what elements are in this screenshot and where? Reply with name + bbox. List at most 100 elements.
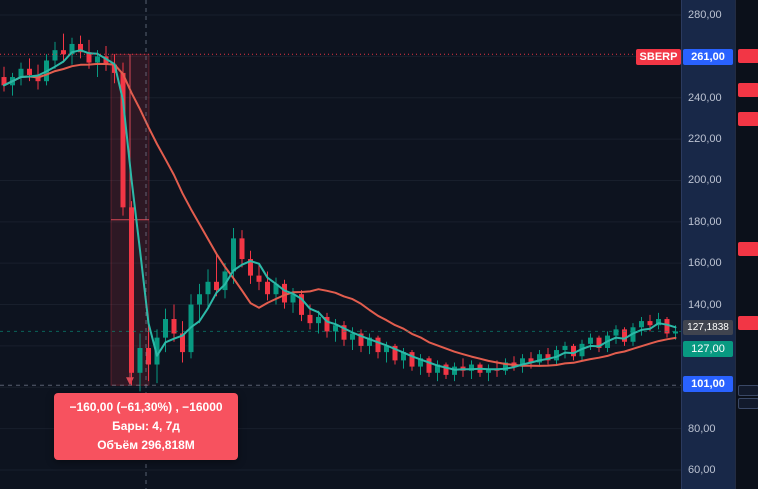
candle-body [95,56,100,63]
ma_slow-line [3,62,677,367]
candle-body [452,366,457,375]
candle-body [290,294,296,303]
candle-body [333,325,338,332]
candle-body [418,358,423,367]
price-axis-label: 140,00 [688,298,722,311]
crosshair-price-badge: 101,00 [683,376,733,392]
candle-body [367,337,372,346]
alert-outline-tag[interactable] [738,385,758,396]
candle-body [392,345,398,361]
candle-body [435,364,440,373]
candle-body [299,294,304,315]
alert-outline-tag[interactable] [738,398,758,409]
alerts-strip [735,0,758,489]
candle-body [316,316,321,324]
candle-body [503,362,508,371]
candle-body [1,77,7,86]
price-axis-label: 180,00 [688,215,722,228]
candle-body [239,238,245,260]
candle-body [197,294,202,305]
candle-body [86,52,92,63]
candle-body [248,259,253,276]
symbol-price-badge: 261,00 [683,49,733,65]
candle-body [426,358,432,373]
candle-body [103,56,109,65]
candle-body [61,50,66,55]
measure-tooltip[interactable]: −160,00 (−61,30%) , −16000 Бары: 4, 7д О… [54,393,238,460]
alert-price-tag[interactable] [738,316,758,330]
candle-body [214,281,219,291]
candle-body [656,319,661,326]
candle-body [341,325,347,340]
candle-body [222,271,228,291]
alert-price-tag[interactable] [738,112,758,126]
candle-body [562,345,568,351]
last-price-badge: 127,00 [683,341,733,357]
candle-body [469,364,474,371]
candle-body [622,329,627,342]
alert-price-tag[interactable] [738,83,758,97]
candle-body [588,337,593,344]
price-axis-label: 60,00 [688,464,716,476]
alert-price-tag[interactable] [738,49,758,63]
candle-body [307,314,313,324]
symbol-badge: SBERP [636,49,681,65]
candle-body [256,275,262,282]
candle-body [384,345,389,353]
candle-body [571,345,576,357]
candle-body [554,350,559,361]
candle-body [18,68,24,78]
candle-body [129,207,134,373]
candle-body [350,333,355,340]
ma_fast-line [3,49,677,371]
candle-body [596,337,602,348]
candle-body [154,337,160,365]
candle-body [69,43,75,55]
alert-price-tag[interactable] [738,242,758,256]
candle-body [673,331,678,334]
candle-body [443,364,449,375]
candle-body [146,347,151,365]
candle-body [273,283,279,295]
candle-body [401,352,406,361]
price-axis-label: 160,00 [688,257,722,270]
price-axis-label: 280,00 [688,9,722,21]
price-axis-label: 200,00 [688,174,722,187]
candle-body [537,354,542,363]
candle-body [112,64,117,73]
candle-body [528,358,534,363]
candle-body [171,319,177,334]
candle-body [282,283,287,303]
candle-body [639,321,644,328]
measure-change-text: −160,00 (−61,30%) , −16000 [69,400,223,414]
price-axis[interactable]: 280,00 240,00 220,00 200,00 180,00 160,00 140,… [681,0,735,489]
candle-body [375,337,381,353]
price-axis-label: 240,00 [688,91,722,104]
candle-body [78,43,83,53]
candle-body [120,72,126,208]
candle-body [647,321,653,326]
price-axis-label: 80,00 [688,422,716,435]
price-axis-label: 220,00 [688,133,722,146]
candle-body [205,281,211,295]
measure-volume-text: Объём 296,818М [97,438,195,452]
candle-body [409,352,415,367]
candle-body [358,333,364,346]
candle-body [27,68,32,75]
candle-body [613,329,619,336]
measure-bars-text: Бары: 4, 7д [112,419,180,433]
candle-body [664,319,670,334]
candle-body [545,354,551,361]
candle-body [137,347,143,373]
candle-body [520,358,525,367]
candle-body [52,50,58,61]
ma-value-badge: 127,1838 [683,320,733,335]
candle-body [231,238,236,272]
candle-body [265,281,270,295]
candle-body [486,368,491,373]
candle-body [163,319,168,338]
candle-body [324,316,330,332]
candle-body [180,333,185,353]
